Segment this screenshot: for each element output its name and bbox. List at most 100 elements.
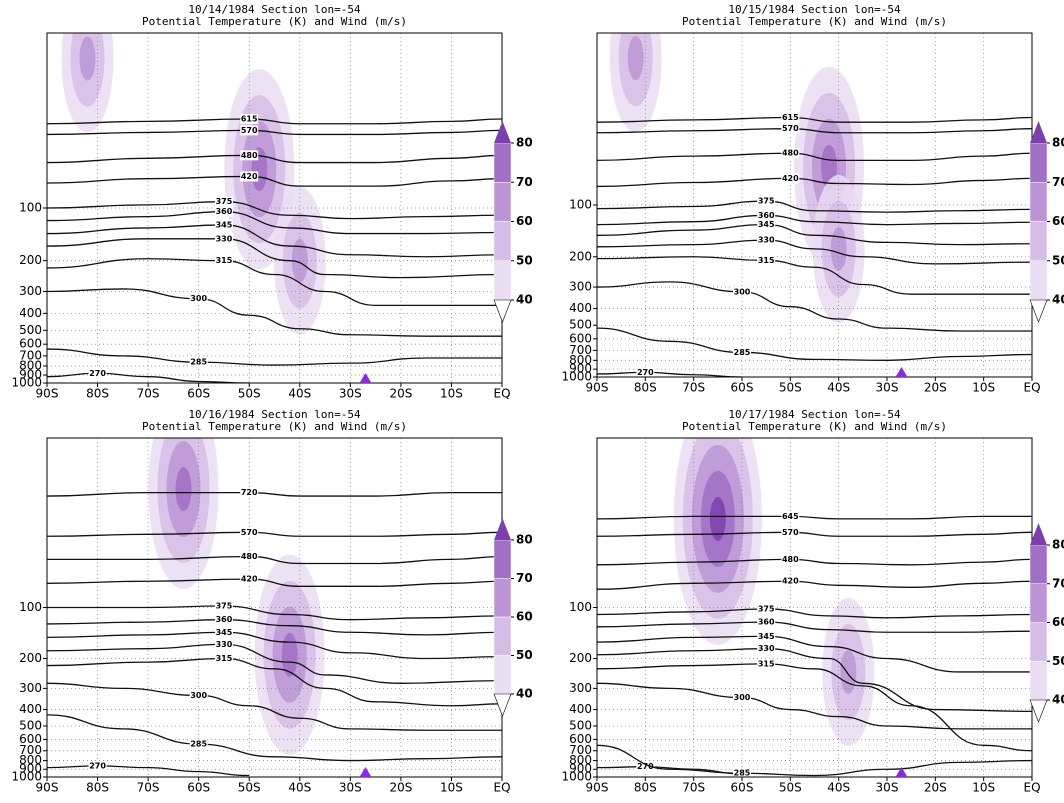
y-tick-label: 600 (569, 732, 592, 746)
plot-frame (596, 437, 1033, 778)
contour-label-bg (214, 639, 233, 650)
colorbar: 40 50 60 70 80 (493, 121, 533, 323)
contour-label: 480 (782, 555, 799, 564)
y-tick-label: 400 (569, 301, 592, 315)
x-tick-label: 50S (779, 381, 802, 395)
contour-label-bg (240, 574, 259, 585)
location-marker (359, 373, 372, 383)
isentrope (47, 118, 502, 125)
x-tick-label: 70S (682, 381, 705, 395)
isentrope (597, 223, 1032, 246)
y-tick-label: 300 (19, 284, 42, 298)
contour-label: 345 (758, 632, 775, 641)
x-tick-label: 10S (440, 387, 463, 401)
isentrope (47, 175, 502, 187)
colorbar-low (1029, 699, 1048, 723)
colorbar-cell (493, 578, 512, 618)
y-tick-label: 300 (569, 681, 592, 695)
isentrope (47, 682, 502, 731)
x-tick-label: 40S (288, 781, 311, 795)
isentrope (597, 635, 1032, 673)
contour-label-bg (781, 148, 800, 159)
contour-label: 645 (782, 512, 799, 521)
contour-label-bg (781, 511, 800, 522)
colorbar-label: 40 (1052, 693, 1064, 707)
x-tick-label: EQ (493, 387, 510, 401)
x-tick-label: 60S (731, 781, 754, 795)
x-tick-label: 30S (339, 781, 362, 795)
x-tick-label: 30S (339, 387, 362, 401)
contour-label: 375 (216, 602, 233, 611)
y-tick-label: 900 (19, 762, 42, 776)
colorbar-cell (1029, 142, 1048, 183)
colorbar-cell (1029, 622, 1048, 662)
y-tick-label: 600 (19, 732, 42, 746)
colorbar-label: 80 (516, 533, 533, 547)
contour-label-bg (214, 653, 233, 664)
contour-label-bg (757, 255, 776, 266)
contour-label-bg (636, 367, 655, 377)
y-tick-label: 500 (19, 718, 42, 732)
colorbar-label: 70 (1052, 175, 1064, 189)
contour-label: 330 (216, 234, 233, 243)
contour-label-bg (214, 233, 233, 244)
contour-label-bg (214, 601, 233, 612)
contour-label: 420 (241, 172, 258, 181)
contour-label: 375 (758, 604, 775, 613)
isentrope (597, 515, 1032, 520)
y-tick-label: 900 (569, 762, 592, 776)
contour-label-bg (189, 357, 208, 368)
contour-label-bg (757, 603, 776, 614)
isentrope (597, 116, 1032, 123)
contour-label: 315 (758, 256, 775, 265)
contour-label: 420 (782, 174, 799, 183)
x-tick-label: 50S (238, 781, 261, 795)
y-tick-label: 700 (19, 743, 42, 757)
colorbar-label: 60 (516, 214, 533, 228)
contour-label-bg (757, 617, 776, 628)
colorbar: 40 50 60 70 80 (1029, 121, 1064, 323)
colorbar-high (494, 121, 511, 143)
isentrope (597, 128, 1032, 134)
contour-label: 285 (190, 740, 207, 749)
contour-label-bg (214, 614, 233, 625)
contour-label: 420 (782, 577, 799, 586)
x-tick-label: EQ (493, 781, 510, 795)
contour-label: 315 (758, 659, 775, 668)
panel-subtitle: Potential Temperature (K) and Wind (m/s) (682, 420, 947, 433)
y-tick-label: 100 (569, 600, 592, 614)
contour-label-bg (781, 123, 800, 134)
contour-label: 315 (216, 256, 233, 265)
isentrope (597, 558, 1032, 566)
y-tick-label: 700 (569, 343, 592, 357)
y-tick-label: 400 (19, 306, 42, 320)
x-tick-label: 90S (586, 781, 609, 795)
x-tick-label: 20S (389, 387, 412, 401)
x-tick-label: 50S (779, 781, 802, 795)
x-tick-label: 40S (827, 781, 850, 795)
isentrope (47, 578, 502, 587)
contour-label-bg (757, 219, 776, 230)
colorbar-cell (1029, 544, 1048, 584)
x-tick-label: 80S (634, 781, 657, 795)
y-tick-label: 1000 (561, 770, 592, 784)
isentrope (597, 281, 1032, 332)
contour-label: 330 (758, 236, 775, 245)
contour-label-bg (757, 210, 776, 221)
contour-label: 285 (190, 358, 207, 367)
y-tick-label: 300 (569, 280, 592, 294)
contour-label-bg (781, 527, 800, 538)
jet-shading (281, 632, 298, 677)
isentrope (47, 714, 502, 762)
contour-label: 330 (758, 644, 775, 653)
contour-label-bg (189, 293, 208, 304)
panel-title: 10/16/1984 Section lon=-54 (188, 408, 361, 421)
contour-label: 330 (216, 640, 233, 649)
isentrope (47, 531, 502, 537)
isentrope (47, 154, 502, 164)
contour-label: 270 (89, 761, 106, 770)
plot-area: 270 285 300 315 330 345 360 375 420 480 570 720 (47, 438, 502, 777)
isentrope (597, 239, 1032, 265)
